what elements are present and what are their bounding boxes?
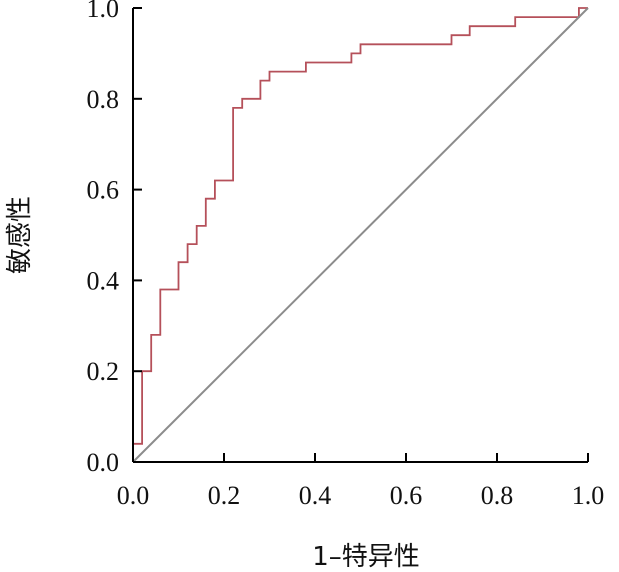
plot-area <box>132 7 589 463</box>
roc-curve <box>132 7 588 462</box>
x-tick-label: 1.0 <box>572 481 605 510</box>
y-tick-label: 0.8 <box>87 85 120 114</box>
x-tick-label: 0.2 <box>208 481 241 510</box>
x-tick-label: 0.4 <box>299 481 332 510</box>
y-tick-label: 0.6 <box>87 176 120 205</box>
ticks: 0.0 0.2 0.4 0.6 0.8 1.0 0.0 0.2 0.4 0.6 0.8 1.0 <box>87 0 605 510</box>
y-tick-label: 0.0 <box>87 448 120 477</box>
y-axis-title: 敏感性 <box>5 196 35 274</box>
y-tick-label: 1.0 <box>87 0 120 23</box>
x-axis-title: 1–特异性 <box>312 542 420 572</box>
y-tick-label: 0.4 <box>87 266 120 295</box>
y-tick-label: 0.2 <box>87 357 120 386</box>
x-tick-label: 0.8 <box>481 481 514 510</box>
x-tick-label: 0.6 <box>390 481 423 510</box>
axes <box>132 8 588 463</box>
x-tick-label: 0.0 <box>117 481 150 510</box>
reference-diagonal <box>132 7 589 463</box>
